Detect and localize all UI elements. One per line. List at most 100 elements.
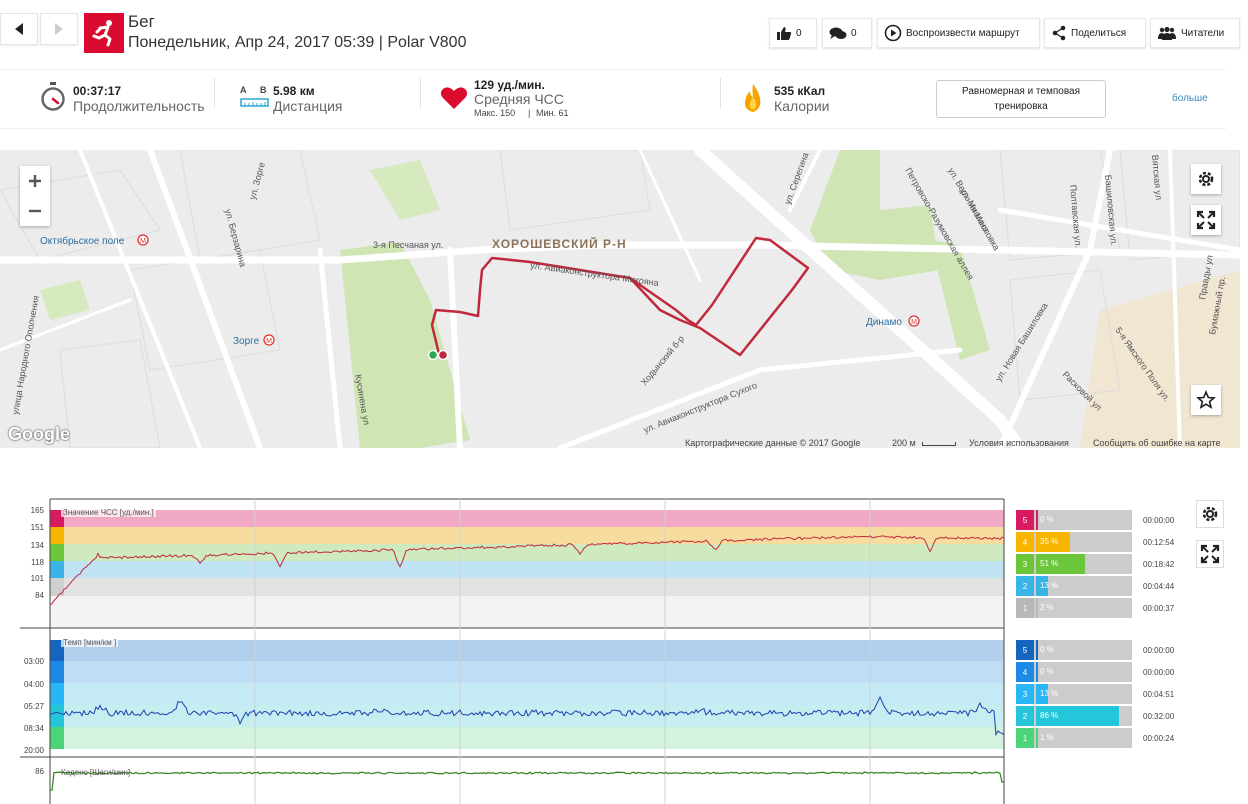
stopwatch-icon: [41, 82, 65, 111]
like-count: 0: [796, 27, 802, 39]
hr-tick: 165: [30, 506, 44, 515]
map-report-link[interactable]: Сообщить об ошибке на карте: [1093, 438, 1221, 448]
comment-button[interactable]: 0: [822, 18, 872, 48]
play-circle-icon: [884, 24, 902, 42]
chart-settings-button[interactable]: [1196, 500, 1224, 528]
hr-zone-row-2: 2 13 %: [1016, 576, 1132, 596]
zone-percent: 0 %: [1040, 515, 1054, 524]
plus-icon: [29, 175, 41, 187]
hr-tick: 84: [35, 591, 44, 600]
replay-route-label: Воспроизвести маршрут: [906, 27, 1020, 39]
pace-tick: 03:00: [23, 657, 44, 666]
hr-chart-title: Значение ЧСС [уд./мин.]: [61, 508, 156, 517]
cadence-line: [50, 771, 1004, 791]
hr-zone-row-4: 4 35 %: [1016, 532, 1132, 552]
zoom-out-button[interactable]: [20, 196, 50, 226]
zone-number: 2: [1016, 706, 1034, 726]
zone-bar: [1036, 576, 1049, 596]
hr-separator: |: [528, 108, 531, 118]
zone-time: 00:00:37: [1143, 604, 1175, 613]
pace-tick: 05:27: [23, 702, 44, 711]
zone-bar: [1036, 532, 1070, 552]
replay-route-button[interactable]: Воспроизвести маршрут: [877, 18, 1040, 48]
zone-time: 00:00:00: [1143, 646, 1175, 655]
calories-label: Калории: [774, 98, 830, 114]
zone-time: 00:04:44: [1143, 582, 1175, 591]
running-sport-icon: [84, 13, 124, 53]
hr-tick: 134: [30, 541, 44, 550]
zone-time: 00:00:24: [1143, 734, 1175, 743]
hr-zone-bands: [50, 510, 1004, 628]
city-blocks: [0, 150, 1240, 448]
map-favorite-button[interactable]: [1191, 385, 1221, 415]
station-label: Зорге: [233, 336, 260, 347]
metro-icon: M: [908, 315, 920, 327]
pace-tick: 20:00: [23, 746, 44, 755]
fullscreen-icon: [1196, 210, 1216, 230]
hr-tick: 118: [31, 558, 44, 567]
duration-label: Продолжительность: [73, 98, 205, 114]
park-area: [370, 160, 440, 220]
chart-fullscreen-button[interactable]: [1196, 540, 1224, 568]
readers-icon: [1158, 26, 1176, 40]
map-canvas[interactable]: M M M ХОРОШЕВСКИЙ Р-Н Октябрьское поле З…: [0, 150, 1240, 448]
avg-hr-value: 129 уд./мин.: [474, 78, 545, 92]
map-settings-button[interactable]: [1191, 164, 1221, 194]
zone-time: 00:32:00: [1143, 712, 1175, 721]
pace-line: [49, 695, 1005, 737]
zone-bar: [1036, 640, 1038, 660]
stats-divider: [720, 78, 721, 108]
forward-button[interactable]: [40, 13, 78, 45]
thumbs-up-icon: [777, 27, 792, 40]
comments-icon: [829, 27, 847, 39]
stats-divider: [420, 78, 421, 108]
hr-tick: 101: [30, 574, 44, 583]
zone-number: 3: [1016, 684, 1034, 704]
cadence-tick: 86: [35, 767, 44, 776]
map-fullscreen-button[interactable]: [1191, 205, 1221, 235]
map-scale-bar: [922, 442, 956, 446]
zone-number: 1: [1016, 728, 1034, 748]
fullscreen-icon: [1200, 544, 1220, 564]
like-button[interactable]: 0: [769, 18, 817, 48]
readers-button[interactable]: Читатели: [1150, 18, 1240, 48]
route-map[interactable]: M M M ХОРОШЕВСКИЙ Р-Н Октябрьское поле З…: [0, 150, 1240, 448]
pace-zone-row-4: 4 0 %: [1016, 662, 1132, 682]
zoom-in-button[interactable]: [20, 166, 50, 196]
hr-zone-row-3: 3 51 %: [1016, 554, 1132, 574]
map-terms-link[interactable]: Условия использования: [969, 438, 1069, 448]
zone-time: 00:00:00: [1143, 668, 1175, 677]
readers-label: Читатели: [1181, 27, 1225, 39]
zone-percent: 86 %: [1040, 711, 1059, 720]
zone-bar: [1036, 662, 1038, 682]
zone-percent: 0 %: [1040, 667, 1054, 676]
share-button[interactable]: Поделиться: [1044, 18, 1146, 48]
zone-percent: 35 %: [1040, 537, 1059, 546]
zone-bar: [1036, 510, 1038, 530]
summary-stats-bar: 00:37:17 Продолжительность A B 5.98 км Д…: [0, 69, 1226, 129]
chart-frames: [20, 498, 1005, 804]
hr-tick: 151: [30, 523, 44, 532]
cadence-chart-title: Каденс [Шаги/мин]: [61, 768, 131, 777]
svg-text:M: M: [911, 319, 917, 326]
training-type-button[interactable]: Равномерная и темповая тренировка: [936, 80, 1106, 118]
google-logo: Google: [8, 424, 70, 444]
metro-icon: M: [263, 334, 275, 346]
more-link[interactable]: больше: [1172, 93, 1208, 104]
zone-time: 00:04:51: [1143, 690, 1175, 699]
station-label: Динамо: [866, 317, 902, 328]
route-path: [430, 236, 810, 359]
session-subtitle: Понедельник, Апр 24, 2017 05:39 | Polar …: [128, 34, 467, 51]
roads: [0, 150, 1240, 448]
stats-divider: [214, 78, 215, 108]
route-start-marker: [427, 349, 439, 361]
max-hr: Макс. 150: [474, 108, 516, 118]
flame-icon: [744, 84, 761, 112]
distance-icon-b: B: [260, 85, 267, 95]
avg-hr-label: Средняя ЧСС: [474, 91, 564, 107]
gear-icon: [1198, 171, 1214, 187]
distance-value: 5.98 км: [273, 84, 315, 98]
back-button[interactable]: [0, 13, 38, 45]
zone-bar: [1036, 598, 1038, 618]
